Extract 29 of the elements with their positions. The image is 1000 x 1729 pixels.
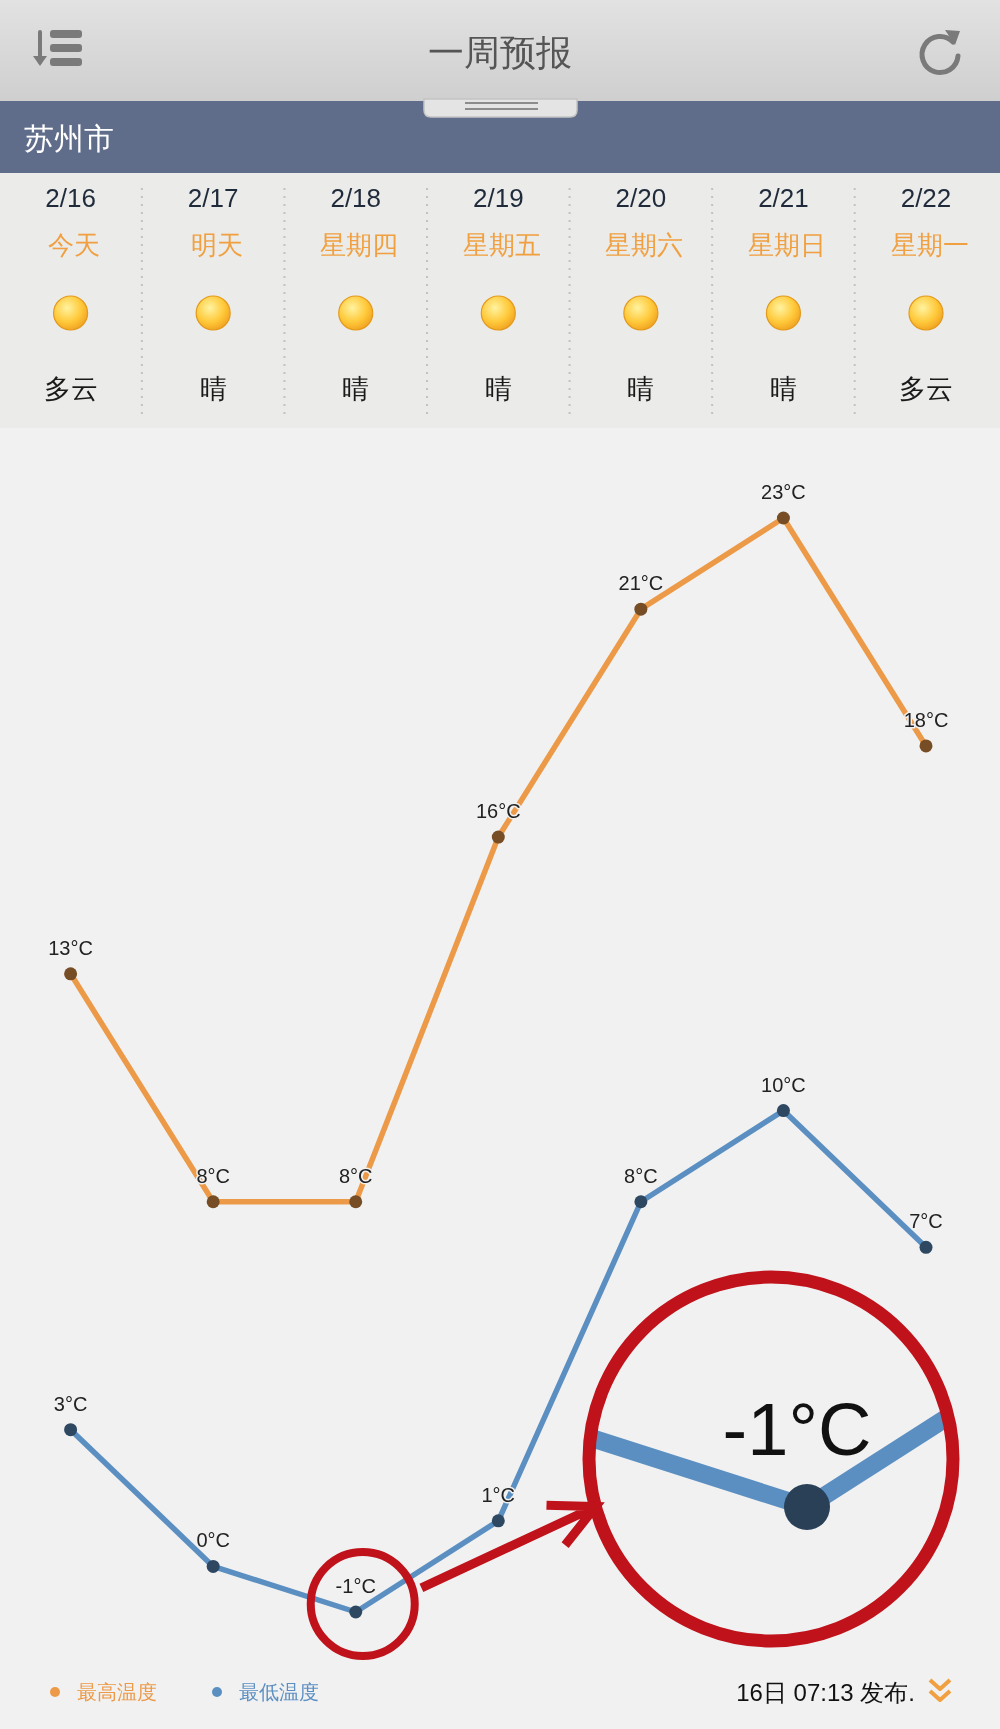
- text: 多云: [899, 374, 953, 404]
- x-tick-label: 2/21 星期日: [740, 183, 827, 260]
- x-tick-label: 2/16 今天: [40, 183, 101, 260]
- chart-title: 一周预报: [428, 31, 572, 73]
- data-label: 10°C: [761, 1073, 806, 1096]
- text: 晴: [484, 374, 512, 404]
- x-tick-label: 2/17 明天: [183, 183, 243, 260]
- data-label: 21°C: [618, 572, 664, 595]
- x-tick-label: 2/20 星期六: [598, 183, 684, 260]
- legend-label: 最低温度: [239, 1681, 319, 1703]
- data-label: 7°C: [909, 1210, 943, 1233]
- data-label: 13°C: [48, 936, 93, 959]
- text: 多云: [43, 374, 98, 404]
- data-label: 8°C: [624, 1164, 658, 1187]
- x-tick-label: 2/22 星期一: [883, 183, 969, 260]
- legend-label: 最高温度: [77, 1681, 157, 1703]
- x-tick-label: 2/19 星期五: [455, 183, 541, 260]
- data-label: -1°C: [335, 1575, 376, 1597]
- text: 晴: [199, 374, 227, 404]
- text: 晴: [627, 374, 655, 404]
- x-tick-label: 2/18 星期四: [313, 183, 399, 260]
- data-label: 0°C: [196, 1529, 230, 1552]
- text: 晴: [769, 374, 797, 404]
- data-label: 23°C: [761, 481, 806, 503]
- annotation: -1°C: [722, 1387, 872, 1471]
- text: 16日 07:13 发布.: [736, 1678, 915, 1706]
- data-label: 3°C: [53, 1392, 88, 1415]
- chart-subtitle: 苏州市: [24, 121, 114, 155]
- text: 晴: [342, 374, 370, 404]
